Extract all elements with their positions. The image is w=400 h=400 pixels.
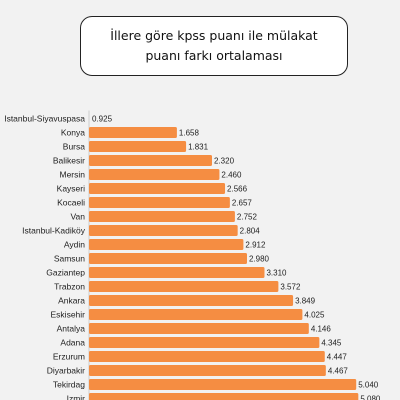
bar: [89, 141, 187, 152]
bar: [89, 309, 303, 320]
value-label: 4.146: [311, 325, 332, 334]
category-label: Eskisehir: [51, 310, 86, 320]
bar: [89, 197, 230, 208]
bar: [89, 253, 247, 264]
value-label: 0.925: [92, 115, 113, 124]
category-label: Diyarbakir: [47, 366, 85, 376]
category-label: Ankara: [58, 296, 85, 306]
category-label: Kocaeli: [57, 198, 85, 208]
value-label: 2.460: [221, 171, 242, 180]
category-label: Adana: [60, 338, 85, 348]
bar: [89, 393, 359, 400]
category-label: Istanbul-Kadiköy: [22, 226, 86, 236]
value-label: 2.657: [232, 199, 253, 208]
bar: [89, 351, 325, 362]
bar: [89, 211, 235, 222]
category-label: Tekirdag: [53, 380, 85, 390]
category-label: Balikesir: [53, 156, 85, 166]
value-label: 4.345: [321, 339, 342, 348]
chart-title-box: İllere göre kpss puanı ile mülakat puanı…: [80, 16, 348, 76]
value-label: 2.320: [214, 157, 235, 166]
bar: [89, 155, 213, 166]
category-label: Bursa: [63, 142, 85, 152]
bar: [89, 183, 226, 194]
bar: [89, 365, 326, 376]
value-label: 2.804: [240, 227, 261, 236]
bar: [89, 267, 265, 278]
value-label: 3.849: [295, 297, 316, 306]
value-label: 4.025: [304, 311, 325, 320]
bar: [89, 295, 294, 306]
bar: [89, 225, 238, 236]
category-label: Kayseri: [57, 184, 85, 194]
value-label: 2.566: [227, 185, 248, 194]
value-label: 4.467: [328, 367, 349, 376]
category-label: Gaziantep: [46, 268, 85, 278]
category-label: Antalya: [57, 324, 86, 334]
category-label: Erzurum: [53, 352, 85, 362]
bar: [89, 127, 177, 138]
bar: [89, 337, 320, 348]
value-label: 1.831: [188, 143, 209, 152]
value-label: 4.447: [327, 353, 348, 362]
value-label: 5.040: [358, 381, 379, 390]
chart-title: İllere göre kpss puanı ile mülakat puanı…: [110, 28, 318, 63]
category-label: Trabzon: [54, 282, 85, 292]
value-label: 3.572: [280, 283, 301, 292]
category-label: Istanbul-Siyavuspasa: [4, 114, 85, 124]
category-label: Mersin: [59, 170, 85, 180]
value-label: 2.912: [245, 241, 266, 250]
value-label: 3.310: [266, 269, 287, 278]
value-label: 5.080: [360, 395, 381, 400]
bar: [89, 169, 220, 180]
value-label: 2.980: [249, 255, 270, 264]
value-label: 2.752: [237, 213, 258, 222]
value-label: 1.658: [179, 129, 200, 138]
bar: [89, 281, 279, 292]
bar: [89, 379, 357, 390]
category-label: Van: [71, 212, 86, 222]
category-label: Konya: [61, 128, 85, 138]
category-label: Aydin: [64, 240, 85, 250]
category-label: Samsun: [54, 254, 85, 264]
bar: [89, 239, 244, 250]
category-label: Izmir: [67, 394, 86, 400]
bar: [89, 323, 309, 334]
